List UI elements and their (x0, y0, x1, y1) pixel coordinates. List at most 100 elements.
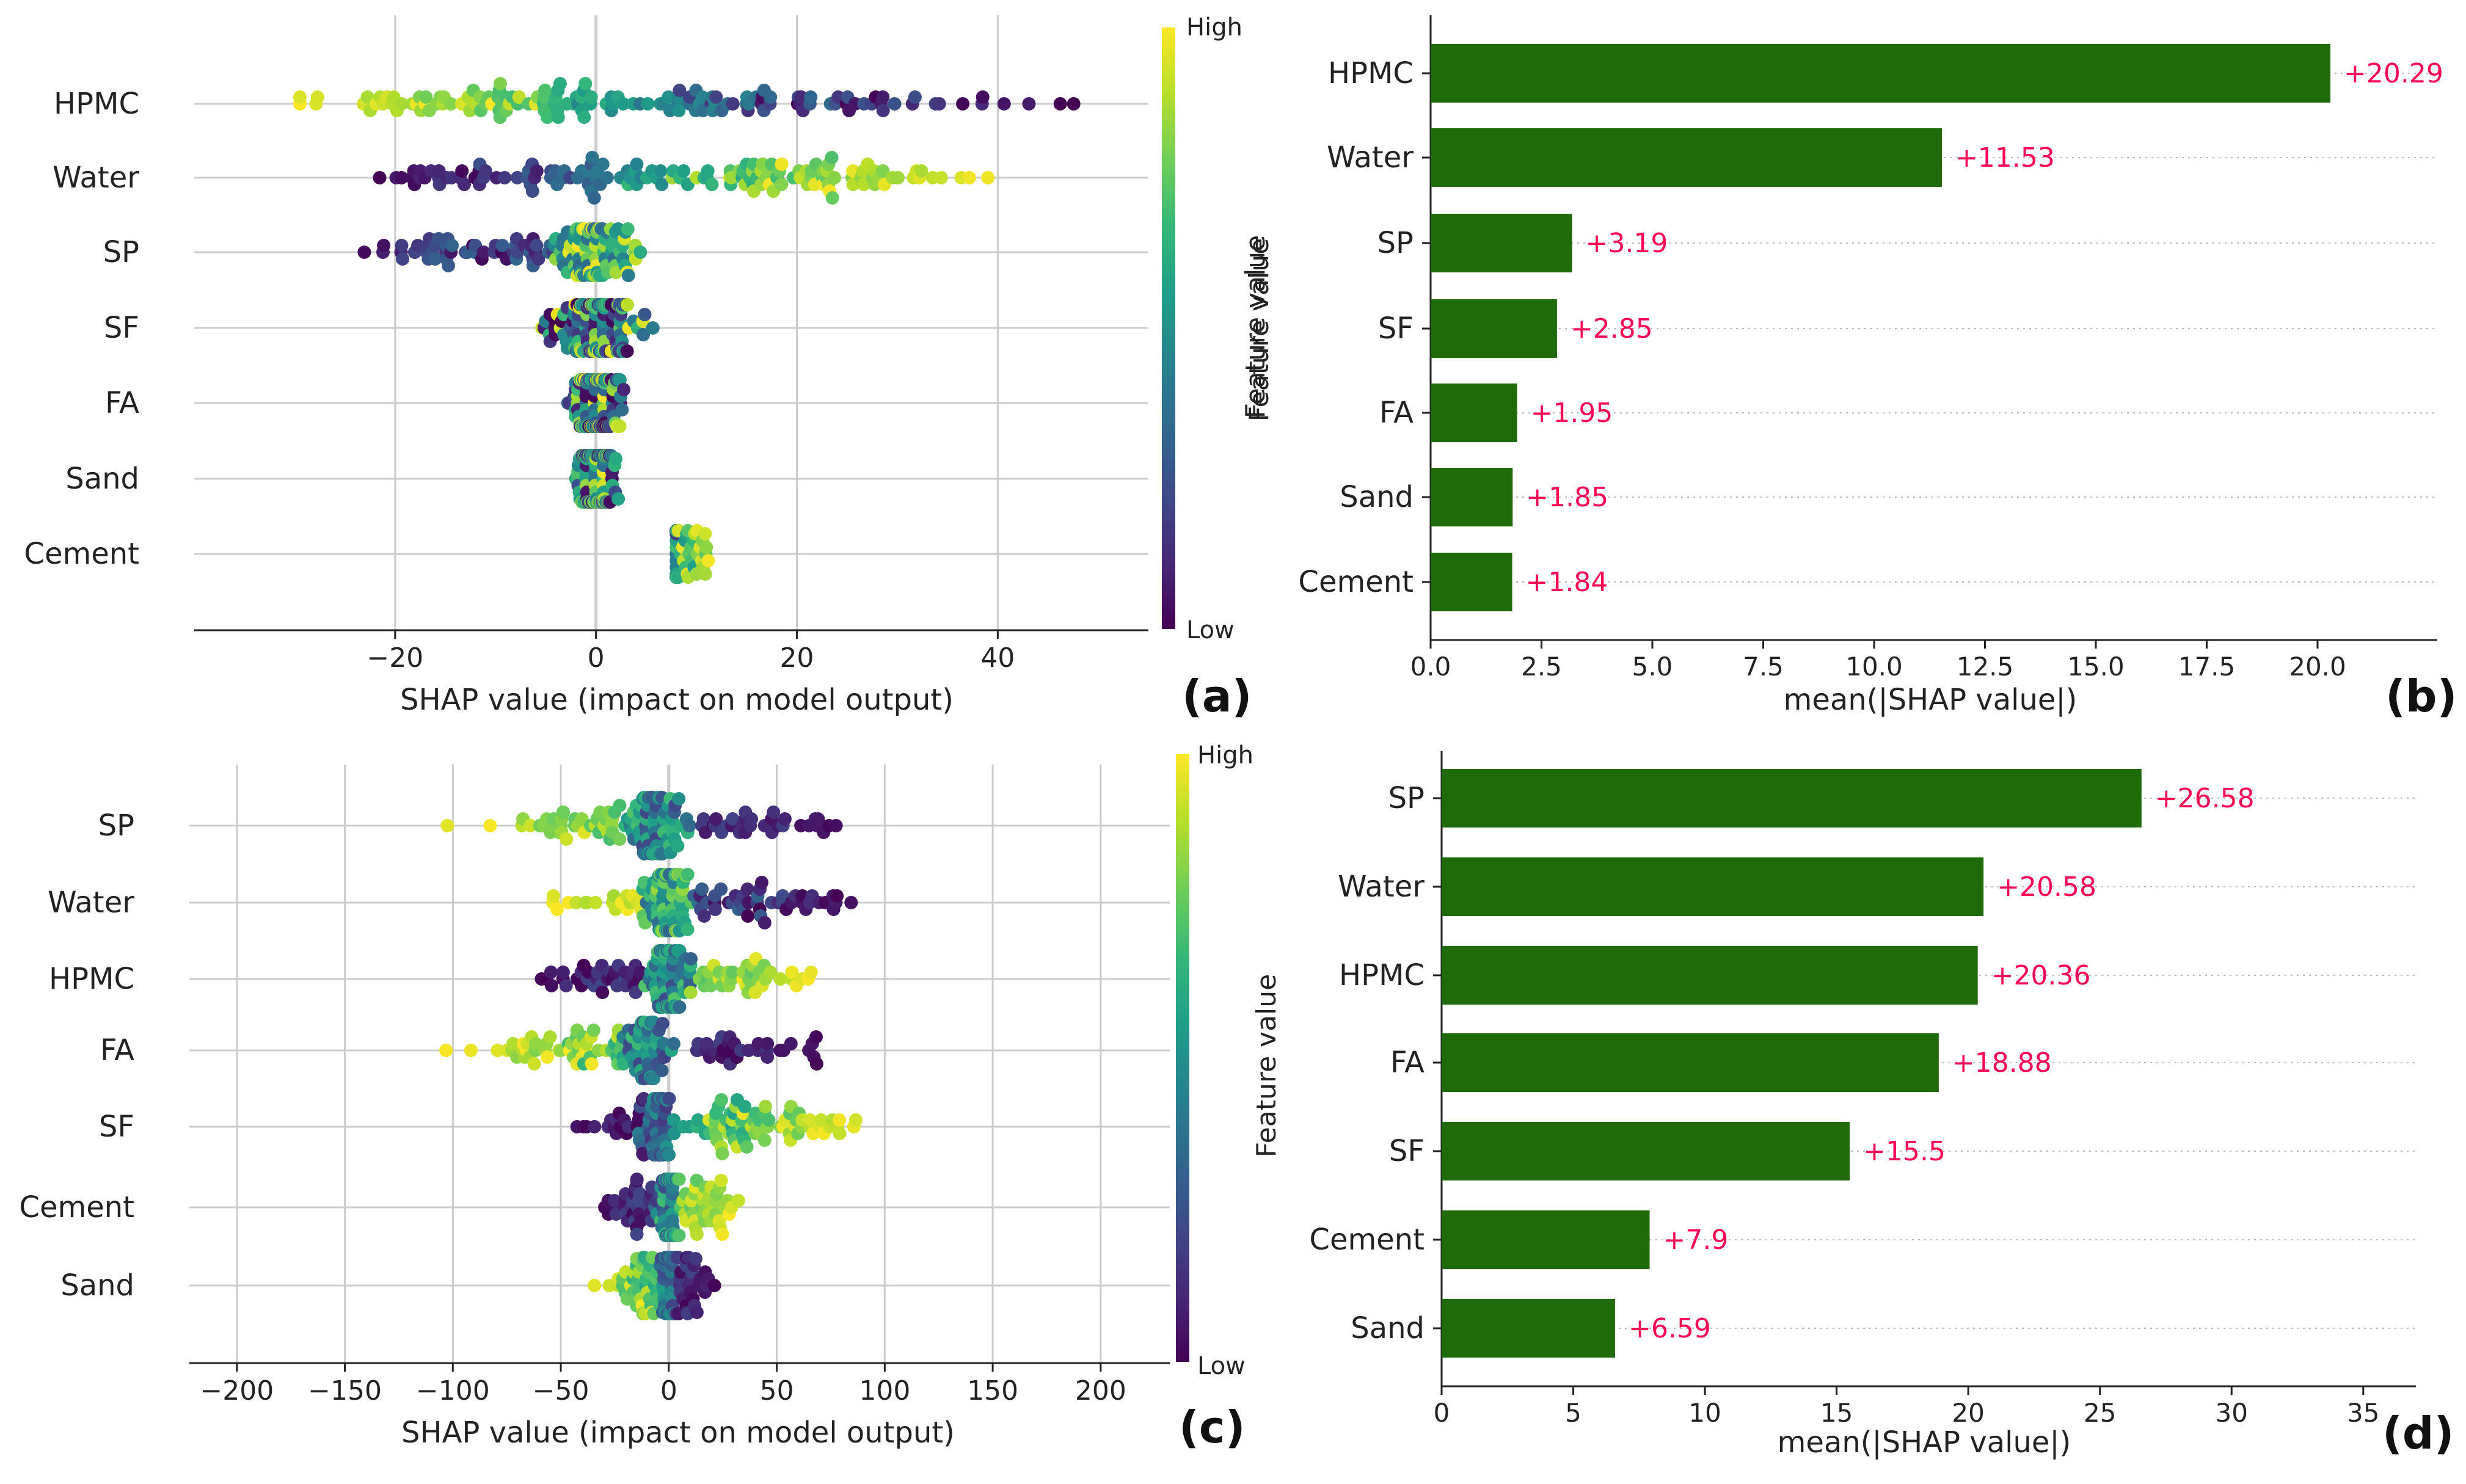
x-tick-label: −50 (533, 1375, 589, 1406)
bar-cement (1431, 553, 1512, 611)
beeswarm-dot-hpmc (764, 90, 778, 104)
beeswarm-dot-cement (715, 1228, 729, 1241)
beeswarm-dot-water (680, 923, 695, 936)
beeswarm-dot-hpmc (577, 111, 591, 124)
beeswarm-dot-hpmc (684, 952, 698, 966)
x-tick-label: 0.0 (1410, 652, 1451, 682)
value-label-sf: +15.5 (1863, 1136, 1946, 1167)
beeswarm-dot-sf (666, 1113, 680, 1127)
beeswarm-dot-sf (620, 298, 634, 311)
beeswarm-dot-hpmc (773, 972, 787, 986)
beeswarm-dot-fa (540, 1050, 554, 1064)
beeswarm-dot-sp (530, 239, 544, 252)
beeswarm-dot-water (830, 889, 844, 903)
x-tick-label: −20 (367, 642, 423, 674)
beeswarm-dot-sf (762, 1113, 776, 1127)
beeswarm-dot-fa (742, 1044, 756, 1057)
beeswarm-dot-hpmc (726, 97, 740, 111)
beeswarm-dot-fa (613, 420, 627, 433)
beeswarm-dot-hpmc (956, 97, 970, 111)
beeswarm-dot-hpmc (538, 84, 552, 97)
x-tick-label: −200 (200, 1375, 274, 1406)
value-label-cement: +1.84 (1526, 567, 1608, 598)
value-label-fa: +18.88 (1952, 1047, 2052, 1078)
beeswarm-dot-cement (672, 1229, 686, 1242)
beeswarm-dot-sp (357, 246, 371, 259)
panel-a-colorbar-label: Feature value (1244, 238, 1275, 421)
y-label-water: Water (48, 886, 134, 920)
value-label-cement: +7.9 (1663, 1224, 1729, 1256)
beeswarm-dot-sand (707, 1279, 721, 1292)
beeswarm-dot-sp (495, 239, 509, 252)
value-label-water: +20.58 (1997, 871, 2096, 903)
x-tick-label: 2.5 (1521, 652, 1562, 682)
x-tick-label: 7.5 (1743, 652, 1784, 682)
beeswarm-dot-hpmc (419, 90, 433, 104)
x-tick-label: 10 (1688, 1398, 1721, 1428)
x-tick-label: 50 (760, 1375, 794, 1406)
beeswarm-dot-cement (699, 540, 713, 554)
beeswarm-dot-sp (442, 259, 456, 272)
beeswarm-dot-hpmc (512, 90, 526, 104)
y-label-sp: SP (103, 235, 139, 269)
beeswarm-dot-cement (607, 1194, 621, 1207)
beeswarm-dot-sp (682, 819, 696, 832)
y-label-water: Water (53, 161, 139, 195)
x-tick-label: −150 (308, 1375, 382, 1406)
beeswarm-dot-hpmc (1022, 97, 1036, 111)
y-label-sp: SP (98, 809, 134, 843)
beeswarm-dot-hpmc (976, 90, 990, 104)
beeswarm-dot-water (588, 896, 602, 909)
y-label-cement: Cement (19, 1190, 134, 1224)
y-label-fa: FA (100, 1033, 134, 1068)
panel-c-tag: (c) (1179, 1402, 1246, 1453)
beeswarm-dot-water (478, 164, 492, 178)
y-label-sand: Sand (1340, 480, 1414, 514)
bar-sand (1431, 468, 1513, 526)
x-tick-label: 25 (2084, 1398, 2116, 1428)
x-tick-label: 5 (1565, 1398, 1581, 1428)
beeswarm-dot-sp (476, 246, 491, 259)
panel-d-x-label: mean(|SHAP value|) (1778, 1425, 2071, 1460)
beeswarm-dot-sp (671, 839, 685, 853)
beeswarm-dot-water (695, 882, 709, 896)
beeswarm-dot-cement (630, 1173, 644, 1186)
y-label-sand: Sand (65, 462, 139, 496)
bar-hpmc (1442, 946, 1978, 1005)
beeswarm-dot-hpmc (584, 90, 598, 104)
beeswarm-dot-sf (662, 1092, 676, 1105)
bar-water (1431, 128, 1943, 187)
value-label-sp: +3.19 (1586, 228, 1668, 259)
beeswarm-dot-hpmc (540, 111, 554, 124)
beeswarm-dot-sand (690, 1306, 704, 1319)
beeswarm-dot-water (677, 164, 691, 178)
beeswarm-dot-cement (672, 1173, 686, 1186)
beeswarm-dot-water (550, 903, 564, 916)
beeswarm-dot-water (714, 882, 728, 896)
value-label-hpmc: +20.29 (2344, 58, 2443, 89)
beeswarm-dot-water (585, 151, 599, 164)
beeswarm-dot-water (705, 178, 719, 191)
x-tick-label: 200 (1075, 1375, 1126, 1406)
y-label-cement: Cement (24, 537, 139, 571)
beeswarm-dot-water (708, 903, 722, 916)
value-label-sp: +26.58 (2155, 783, 2255, 814)
beeswarm-dot-hpmc (578, 77, 593, 90)
panel-c-colorbar (1176, 754, 1189, 1362)
x-tick-label: 12.5 (1957, 652, 2014, 682)
beeswarm-dot-fa (655, 1017, 669, 1030)
beeswarm-dot-sf (637, 328, 651, 341)
beeswarm-dot-sp (811, 812, 825, 826)
beeswarm-dot-water (757, 916, 772, 929)
beeswarm-dot-water (525, 184, 539, 198)
beeswarm-dot-hpmc (684, 986, 698, 999)
y-label-cement: Cement (1298, 565, 1414, 599)
beeswarm-dot-fa (761, 1037, 775, 1050)
beeswarm-dot-sf (833, 1127, 847, 1140)
beeswarm-dot-fa (527, 1057, 541, 1071)
beeswarm-dot-water (754, 876, 768, 889)
beeswarm-dot-sf (637, 1148, 651, 1162)
beeswarm-dot-sp (445, 239, 459, 252)
panel-c-beeswarm: −200 −150 −100 −50 0 50 100 150 200 SP Water HPMC F… (19, 741, 1253, 1453)
beeswarm-dot-sp (633, 246, 648, 259)
